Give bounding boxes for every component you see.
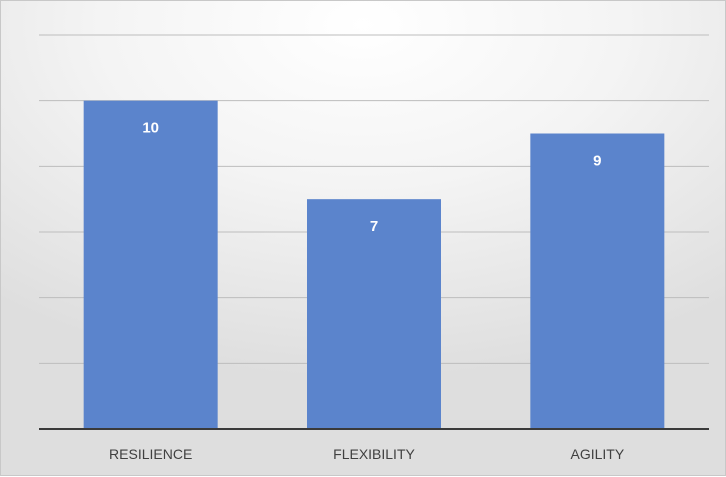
bar-resilience	[83, 100, 218, 430]
data-labels: 10 7 9	[142, 120, 601, 236]
bar-flexibility	[307, 199, 441, 429]
category-labels: RESILIENCE FLEXIBILITY AGILITY	[109, 446, 625, 462]
category-label-flexibility: FLEXIBILITY	[333, 446, 415, 462]
data-label-resilience: 10	[142, 120, 159, 137]
data-label-agility: 9	[593, 153, 601, 170]
bars	[83, 100, 665, 430]
bar-agility	[530, 133, 665, 429]
category-label-agility: AGILITY	[570, 446, 624, 462]
data-label-flexibility: 7	[370, 218, 378, 235]
category-label-resilience: RESILIENCE	[109, 446, 192, 462]
